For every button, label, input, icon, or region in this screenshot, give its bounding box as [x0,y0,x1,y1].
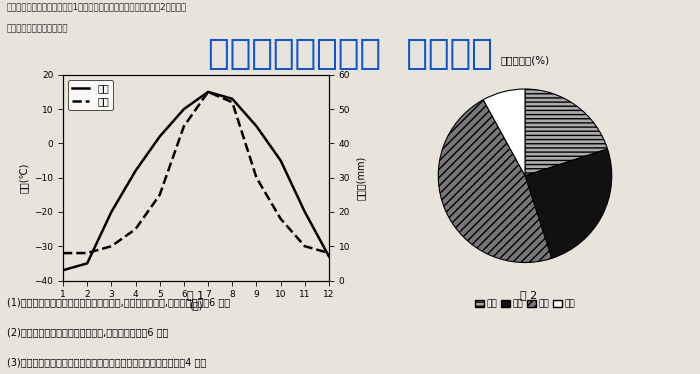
降水 [155,193,164,197]
Text: 微信公众号关注：  趣找答案: 微信公众号关注： 趣找答案 [208,37,492,71]
Y-axis label: 气温(℃): 气温(℃) [19,162,29,193]
气温 [276,158,285,163]
气温 [252,124,260,129]
降水 [83,251,92,255]
Text: (3)分析因全球气候变暖叶尼塞河冬春季径流量增加的可能原因。（4 分）: (3)分析因全球气候变暖叶尼塞河冬春季径流量增加的可能原因。（4 分） [7,357,206,367]
降水 [132,227,140,232]
气温 [204,90,212,94]
Text: (1)叶尼塞河流程及降水量不及密西西比河,但径流量较其大,试分析原因。（6 分）: (1)叶尼塞河流程及降水量不及密西西比河,但径流量较其大,试分析原因。（6 分） [7,297,230,307]
Title: 径流量占比(%): 径流量占比(%) [500,55,550,65]
气温 [325,254,333,259]
气温 [132,169,140,173]
X-axis label: (月): (月) [189,301,203,311]
Text: 河冬春季径流量有所增加。图1为叶尼塞河多年气候资料示意图，图2为叶尼塞: 河冬春季径流量有所增加。图1为叶尼塞河多年气候资料示意图，图2为叶尼塞 [7,2,187,11]
Line: 气温: 气温 [63,92,329,270]
降水 [180,124,188,129]
气温 [180,107,188,111]
Wedge shape [483,89,525,176]
Legend: 春季, 夏季, 秋季, 冬季: 春季, 夏季, 秋季, 冬季 [471,296,579,312]
Legend: 气温, 降水: 气温, 降水 [68,80,113,110]
降水 [204,90,212,94]
降水 [325,251,333,255]
Wedge shape [525,89,608,176]
Text: 图 2: 图 2 [520,290,537,300]
气温 [300,210,309,214]
降水 [59,251,67,255]
Text: 图 1: 图 1 [188,290,204,300]
降水 [107,244,116,248]
气温 [59,268,67,272]
Text: (2)指出叶尼塞河最主要的补给方式,并说明理由。（6 分）: (2)指出叶尼塞河最主要的补给方式,并说明理由。（6 分） [7,327,169,337]
降水 [228,100,237,104]
气温 [107,210,116,214]
降水 [300,244,309,248]
Wedge shape [438,100,552,263]
Text: 河季节径流量占比示意图。: 河季节径流量占比示意图。 [7,24,69,33]
降水 [276,217,285,221]
降水 [252,175,260,180]
Y-axis label: 降水量(mm): 降水量(mm) [356,156,366,200]
气温 [228,96,237,101]
气温 [155,134,164,139]
Line: 降水: 降水 [63,92,329,253]
气温 [83,261,92,266]
Wedge shape [525,149,612,258]
